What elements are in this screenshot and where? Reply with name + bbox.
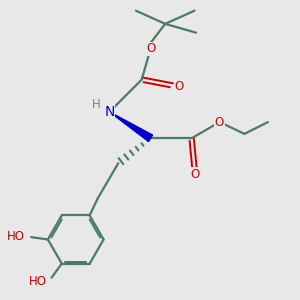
Text: HO: HO <box>29 275 47 288</box>
Text: O: O <box>215 116 224 129</box>
Text: O: O <box>174 80 184 93</box>
Polygon shape <box>110 112 153 142</box>
Text: N: N <box>104 105 115 119</box>
Text: O: O <box>146 42 155 55</box>
Text: HO: HO <box>6 230 24 243</box>
Text: H: H <box>92 98 100 111</box>
Text: O: O <box>190 168 199 181</box>
